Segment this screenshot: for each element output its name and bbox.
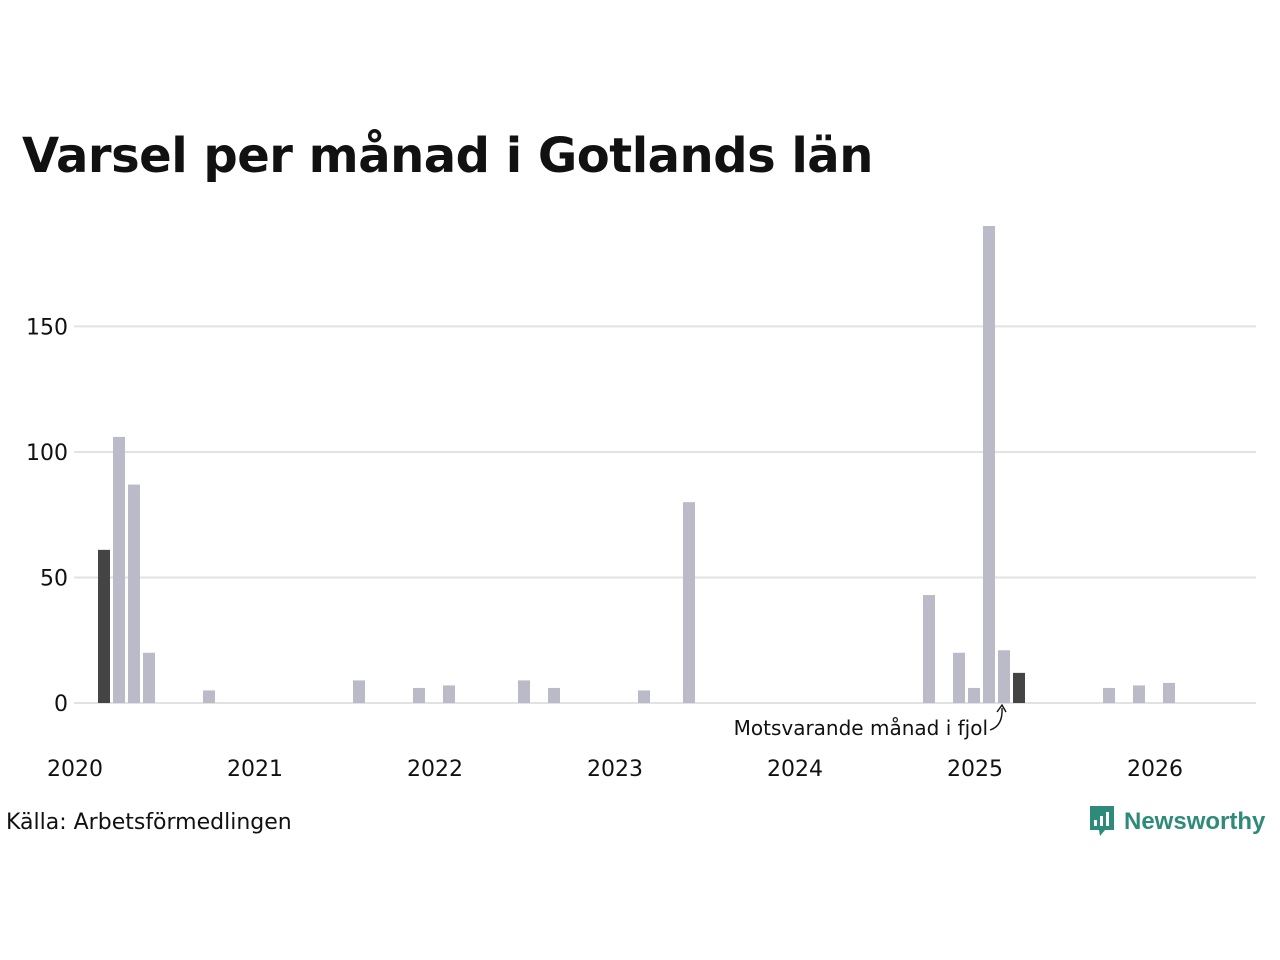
bar — [923, 595, 935, 703]
bars — [98, 226, 1175, 703]
x-tick-label: 2026 — [1127, 757, 1183, 782]
y-tick-label: 150 — [26, 315, 68, 340]
x-tick-label: 2025 — [947, 757, 1003, 782]
x-tick-label: 2021 — [227, 757, 283, 782]
bar-chart: 0 50 100 150 2020 2021 2022 2023 2024 2025 2026 m… — [26, 226, 1256, 782]
bar — [683, 502, 695, 703]
x-axis-ticks: 2020 2021 2022 2023 2024 2025 2026 — [47, 757, 1183, 782]
x-tick-label: 2020 — [47, 757, 103, 782]
y-tick-label: 0 — [54, 692, 68, 717]
bar — [953, 652, 965, 703]
annotation-arrowhead — [996, 703, 1007, 713]
y-axis-ticks: 0 50 100 150 — [26, 315, 68, 717]
x-tick-label: 2023 — [587, 757, 643, 782]
bar — [548, 687, 560, 703]
bar — [1103, 687, 1115, 703]
bar — [998, 650, 1010, 703]
bar — [353, 680, 365, 703]
y-tick-label: 100 — [26, 441, 68, 466]
chart-annotations: mars10Motsvarande månad i fjol — [734, 703, 1007, 740]
bar — [1133, 685, 1145, 703]
bar-same-month-highlight — [1013, 672, 1025, 703]
bar — [983, 226, 995, 703]
bar — [638, 690, 650, 703]
bar — [968, 687, 980, 703]
x-tick-label: 2024 — [767, 757, 823, 782]
annotation-arrow — [989, 707, 1003, 731]
bar — [443, 685, 455, 703]
logo-text: Newsworthy — [1124, 808, 1266, 835]
newsworthy-logo[interactable]: Newsworthy — [1088, 804, 1265, 840]
bar-same-month-highlight — [98, 549, 110, 703]
bar — [518, 680, 530, 703]
bar — [203, 690, 215, 703]
newsworthy-logo-icon — [1090, 806, 1114, 836]
source-note: Källa: Arbetsförmedlingen — [6, 810, 292, 835]
same-month-last-year-annotation: Motsvarande månad i fjol — [734, 716, 988, 740]
grid-lines — [74, 325, 1256, 704]
bar — [143, 652, 155, 703]
chart-title: Varsel per månad i Gotlands län — [22, 128, 873, 184]
bar — [113, 436, 125, 703]
x-tick-label: 2022 — [407, 757, 463, 782]
bar — [128, 484, 140, 703]
bar — [1163, 682, 1175, 703]
y-tick-label: 50 — [40, 566, 68, 591]
bar — [413, 687, 425, 703]
